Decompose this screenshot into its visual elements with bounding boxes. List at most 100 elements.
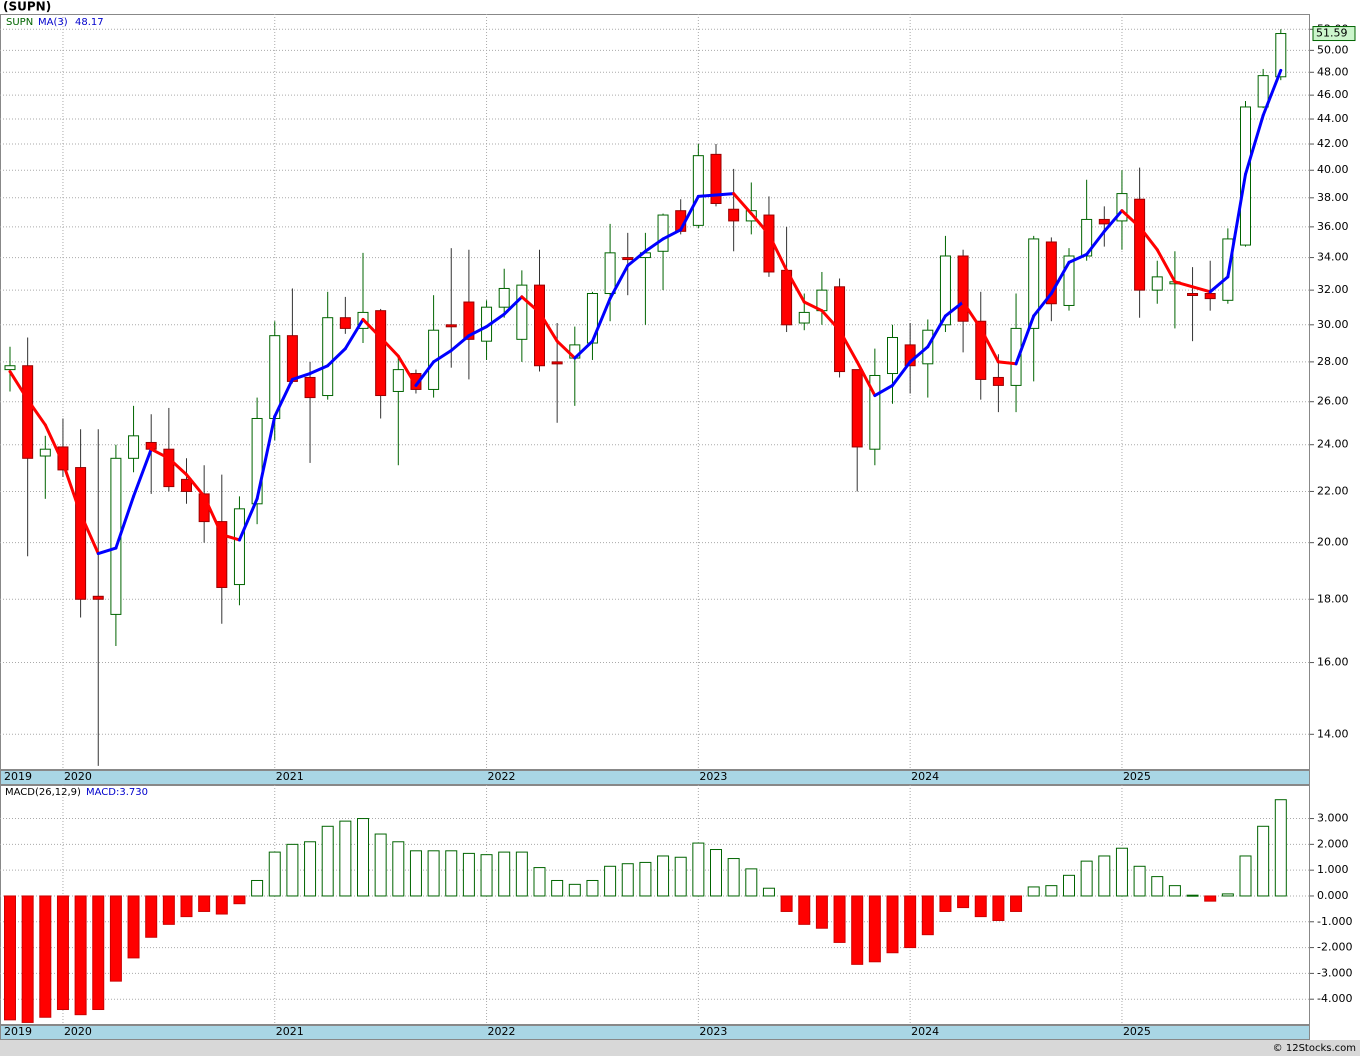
ma-line xyxy=(79,512,100,556)
x-tick-label: 2021 xyxy=(276,770,304,783)
ma-line xyxy=(555,339,577,360)
ma-line xyxy=(1120,209,1142,229)
legend-symbol: SUPN xyxy=(6,17,33,28)
candle-body xyxy=(410,373,422,390)
x-tick-label: 2020 xyxy=(64,1025,92,1038)
macd-bar xyxy=(586,879,599,897)
candle-body xyxy=(551,361,563,365)
candle-body xyxy=(128,435,140,459)
macd-bar xyxy=(251,879,264,897)
macd-bar xyxy=(533,867,546,897)
macd-panel xyxy=(0,785,1310,1025)
macd-bar xyxy=(621,863,634,897)
legend-ma-value: 48.17 xyxy=(75,17,104,28)
candle-body xyxy=(39,448,51,457)
ma-line xyxy=(1173,280,1195,289)
macd-bar xyxy=(1221,893,1234,897)
ma-line xyxy=(8,370,30,402)
ma-line xyxy=(961,300,983,330)
candle-body xyxy=(304,376,316,399)
ma-line xyxy=(661,228,683,241)
ma-line xyxy=(732,192,753,216)
y-tick-label: 2.000 xyxy=(1317,837,1349,850)
candle-body xyxy=(516,284,528,340)
candle-body xyxy=(92,595,104,600)
candle-body xyxy=(939,255,951,326)
candle-body xyxy=(657,214,669,252)
ma-line xyxy=(149,447,171,460)
macd-bar xyxy=(815,895,828,929)
ma-line xyxy=(590,297,612,343)
macd-bar xyxy=(974,895,987,918)
macd-bar xyxy=(392,841,405,897)
macd-bar xyxy=(215,895,228,915)
macd-bar xyxy=(1257,825,1270,897)
ma-line xyxy=(185,473,206,498)
candle-body xyxy=(1187,293,1199,297)
ma-line xyxy=(1014,314,1036,366)
ma-line xyxy=(485,312,506,329)
candle-body xyxy=(1010,327,1022,386)
candle-body xyxy=(1257,75,1269,108)
ma-line xyxy=(908,345,930,364)
y-tick-label: 50.00 xyxy=(1317,43,1349,56)
x-tick-label: 2023 xyxy=(699,1025,727,1038)
ma-line xyxy=(432,348,453,364)
ma-line xyxy=(290,372,312,381)
x-tick-label: 2020 xyxy=(64,770,92,783)
ma-line xyxy=(855,360,877,398)
macd-bar xyxy=(1239,855,1252,897)
macd-bar xyxy=(357,818,369,897)
macd-bar xyxy=(604,865,617,897)
ma-line xyxy=(1261,68,1283,117)
legend: SUPN MA(3) 48.17 MACD(26,12,9) MACD:3.73… xyxy=(5,17,148,798)
macd-bar xyxy=(851,895,864,965)
macd-bar xyxy=(762,887,775,897)
ma-line xyxy=(802,300,824,313)
candle-body xyxy=(445,324,457,328)
candle-body xyxy=(869,374,881,450)
candle-body xyxy=(251,417,263,505)
candle-body xyxy=(692,155,704,226)
y-tick-label: 48.00 xyxy=(1317,65,1349,78)
ma-line xyxy=(538,310,559,343)
macd-bar xyxy=(74,895,87,1016)
ma-line xyxy=(202,494,224,537)
x-tick-label: 2024 xyxy=(911,770,939,783)
candle-body xyxy=(392,369,404,392)
candle-body xyxy=(887,336,898,375)
ma-line xyxy=(26,398,47,427)
candle-body xyxy=(498,287,510,308)
candle-body xyxy=(798,311,810,324)
ma-line xyxy=(1155,248,1177,284)
macd-bar xyxy=(427,850,440,897)
macd-bar xyxy=(162,895,175,925)
y-tick-label: 22.00 xyxy=(1317,484,1349,497)
x-tick-label: 2024 xyxy=(911,1025,939,1038)
ma-line xyxy=(61,461,83,516)
ma-line xyxy=(696,193,718,198)
macd-bar xyxy=(886,895,899,954)
macd-bar xyxy=(992,895,1005,921)
ma-line xyxy=(1208,275,1230,294)
macd-bar xyxy=(480,854,493,897)
ma-line xyxy=(820,309,842,332)
macd-bar xyxy=(1168,885,1181,897)
y-tick-label: 30.00 xyxy=(1317,318,1349,331)
y-tick-label: 40.00 xyxy=(1317,163,1349,176)
macd-bar xyxy=(56,895,69,1011)
macd-bar xyxy=(780,895,793,912)
candle-body xyxy=(4,365,16,371)
macd-bar xyxy=(445,850,458,897)
macd-bar xyxy=(1063,874,1075,897)
candle-body xyxy=(339,317,351,329)
macd-bar xyxy=(639,861,652,897)
ma-line xyxy=(943,300,965,318)
x-tick-label: 2019 xyxy=(4,770,32,783)
y-tick-label: 20.00 xyxy=(1317,536,1349,549)
ma-line xyxy=(343,317,365,351)
ma-line xyxy=(1244,113,1265,176)
x-tick-label: 2022 xyxy=(488,770,516,783)
candle-body xyxy=(534,284,545,367)
ma-line xyxy=(502,295,524,316)
